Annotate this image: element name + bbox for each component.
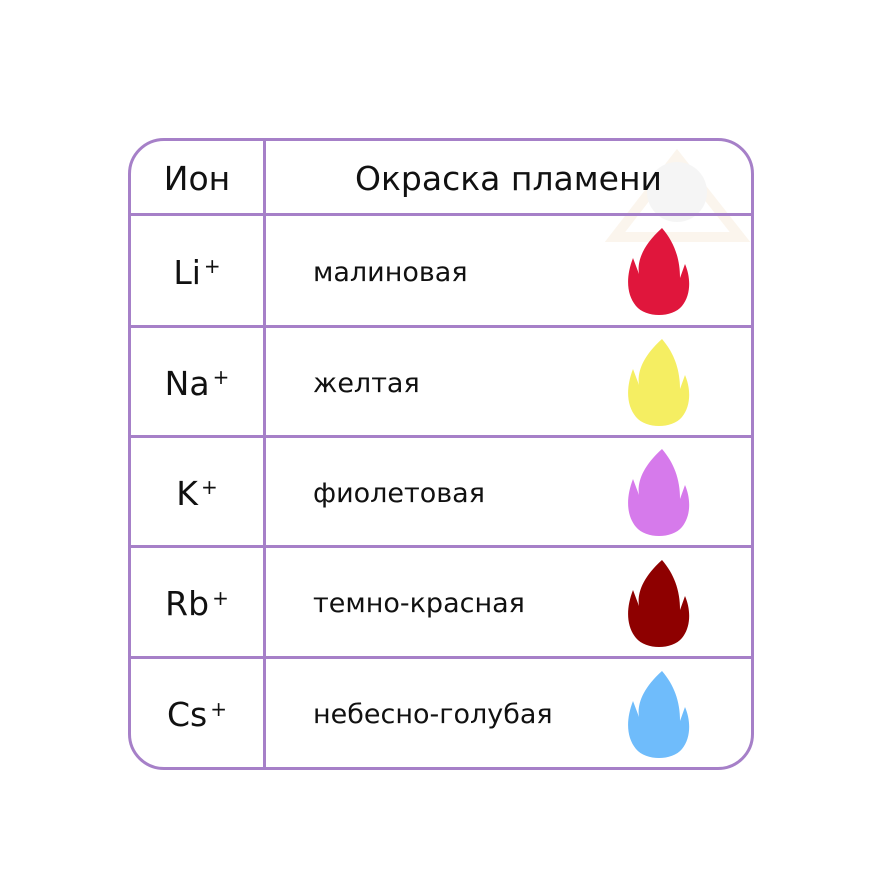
- ion-charge: +: [212, 585, 229, 610]
- flame-icon: [628, 559, 690, 647]
- table-row: Rb + темно-красная: [131, 545, 751, 659]
- flame-color-name: фиолетовая: [313, 477, 485, 509]
- flame-icon: [628, 449, 690, 536]
- ion-cell: Cs +: [131, 659, 263, 767]
- flame-icon: [628, 670, 690, 758]
- ion-cell: Li +: [131, 216, 263, 328]
- flame-shape: [628, 339, 690, 426]
- ion-symbol: Rb: [165, 584, 210, 623]
- flame-shape: [628, 449, 690, 536]
- flame-icon: [628, 228, 690, 315]
- table-row: Cs + небесно-голубая: [131, 656, 751, 767]
- flame-shape: [628, 559, 690, 647]
- flame-color-name: желтая: [313, 367, 420, 399]
- flame-color-name: темно-красная: [313, 588, 525, 619]
- bear-logo-watermark: [605, 148, 750, 242]
- ion-cell: Na +: [131, 328, 263, 438]
- ion-cell: K +: [131, 438, 263, 548]
- table-row: K + фиолетовая: [131, 435, 751, 548]
- flame-shape: [628, 228, 690, 315]
- table-row: Na + желтая: [131, 325, 751, 438]
- ion-charge: +: [212, 365, 230, 389]
- ion-symbol: Na: [164, 363, 210, 403]
- flame-icon: [628, 339, 690, 426]
- flame-color-name: малиновая: [313, 256, 468, 288]
- ion-charge: +: [203, 254, 221, 278]
- flame-color-table: Ион Окраска пламени Li + малиновая Na + же…: [128, 138, 754, 770]
- column-divider: [263, 141, 266, 767]
- header-ion: Ион: [163, 159, 231, 198]
- ion-charge: +: [210, 696, 227, 721]
- table-header: Ион Окраска пламени: [131, 141, 751, 216]
- ion-symbol: K: [176, 473, 198, 513]
- ion-cell: Rb +: [131, 548, 263, 659]
- flame-shape: [628, 670, 690, 758]
- ion-charge: +: [200, 475, 218, 499]
- header-flame-color: Окраска пламени: [355, 159, 662, 198]
- flame-color-name: небесно-голубая: [313, 699, 553, 730]
- table-row: Li + малиновая: [131, 213, 751, 328]
- ion-symbol: Li: [173, 252, 201, 292]
- ion-symbol: Cs: [166, 695, 208, 734]
